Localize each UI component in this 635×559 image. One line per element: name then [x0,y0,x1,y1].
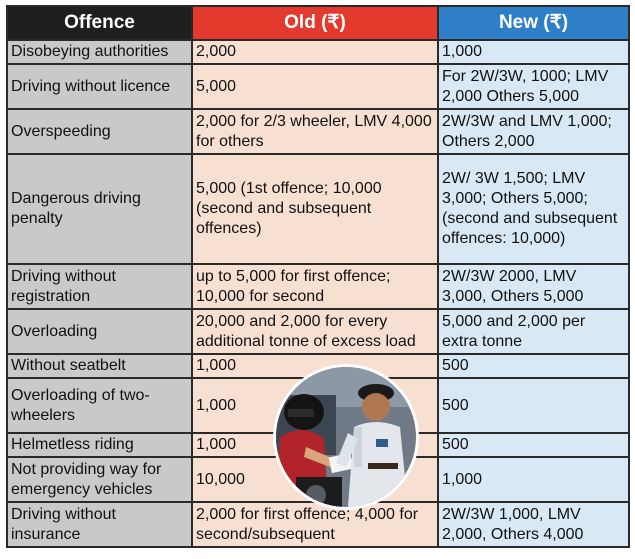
new-fine-cell: 2W/3W and LMV 1,000; Others 2,000 [437,108,630,155]
new-fine-cell: 500 [437,432,630,458]
traffic-police-illustration [276,367,416,507]
header-row: Offence Old (₹) New (₹) [6,5,630,41]
offence-cell: Not providing way for emergency vehicles [6,456,193,503]
new-fine-cell: 500 [437,377,630,434]
offence-cell: Dangerous driving penalty [6,153,193,265]
old-fine-cell: 5,000 (1st offence; 10,000 (second and s… [191,153,439,265]
offence-cell: Without seatbelt [6,353,193,379]
new-fine-cell: 1,000 [437,39,630,65]
offence-cell: Overspeeding [6,108,193,155]
new-fine-cell: 2W/3W 1,000, LMV 2,000, Others 4,000 [437,501,630,548]
old-fine-cell: 5,000 [191,63,439,110]
table-row: Overloading 20,000 and 2,000 for every a… [6,308,630,355]
header-old: Old (₹) [191,5,439,41]
offence-cell: Disobeying authorities [6,39,193,65]
table-row: Driving without licence 5,000 For 2W/3W,… [6,63,630,110]
offence-cell: Helmetless riding [6,432,193,458]
offence-cell: Driving without registration [6,263,193,310]
table-row: Disobeying authorities 2,000 1,000 [6,39,630,65]
old-fine-cell: 2,000 for 2/3 wheeler, LMV 4,000 for oth… [191,108,439,155]
table-row: Driving without insurance 2,000 for firs… [6,501,630,548]
offence-cell: Driving without licence [6,63,193,110]
old-fine-cell: 2,000 for first offence; 4,000 for secon… [191,501,439,548]
new-fine-cell: 2W/3W 2000, LMV 3,000, Others 5,000 [437,263,630,310]
traffic-police-photo [273,364,419,510]
old-fine-cell: up to 5,000 for first offence; 10,000 fo… [191,263,439,310]
new-fine-cell: For 2W/3W, 1000; LMV 2,000 Others 5,000 [437,63,630,110]
new-fine-cell: 5,000 and 2,000 per extra tonne [437,308,630,355]
old-fine-cell: 2,000 [191,39,439,65]
new-fine-cell: 2W/ 3W 1,500; LMV 3,000; Others 5,000; (… [437,153,630,265]
table-row: Driving without registration up to 5,000… [6,263,630,310]
new-fine-cell: 1,000 [437,456,630,503]
offence-cell: Overloading of two-wheelers [6,377,193,434]
table-row: Overspeeding 2,000 for 2/3 wheeler, LMV … [6,108,630,155]
old-fine-cell: 20,000 and 2,000 for every additional to… [191,308,439,355]
offence-cell: Driving without insurance [6,501,193,548]
table-row: Dangerous driving penalty 5,000 (1st off… [6,153,630,265]
offence-cell: Overloading [6,308,193,355]
new-fine-cell: 500 [437,353,630,379]
table-row: Without seatbelt 1,000 500 [6,353,630,379]
header-offence: Offence [6,5,193,41]
header-new: New (₹) [437,5,630,41]
